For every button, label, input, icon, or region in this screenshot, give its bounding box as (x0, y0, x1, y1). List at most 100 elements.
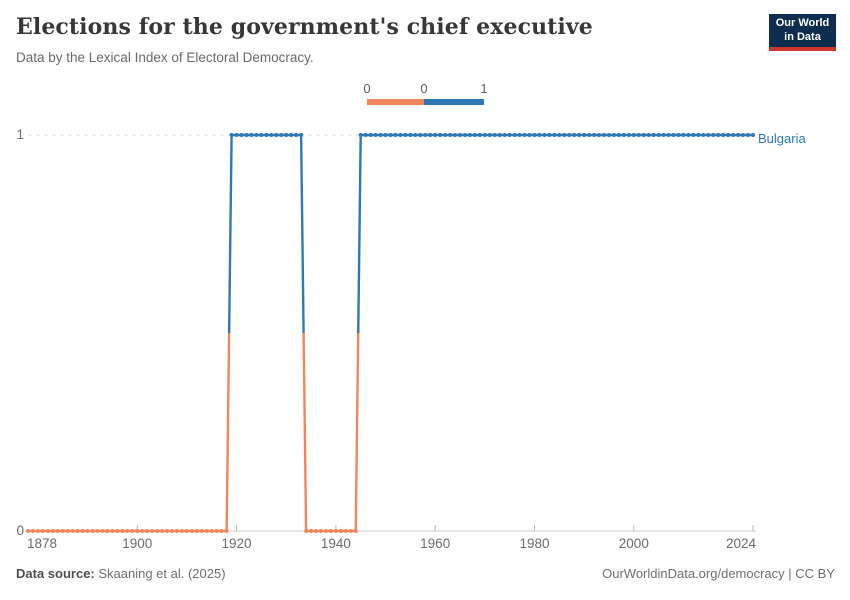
data-point[interactable] (35, 529, 40, 533)
data-point[interactable] (438, 133, 443, 137)
data-point[interactable] (572, 133, 577, 137)
data-point[interactable] (711, 133, 716, 137)
data-point[interactable] (383, 133, 388, 137)
data-point[interactable] (462, 133, 467, 137)
data-point[interactable] (428, 133, 433, 137)
data-point[interactable] (90, 529, 95, 533)
data-point[interactable] (254, 133, 259, 137)
data-point[interactable] (408, 133, 413, 137)
data-point[interactable] (477, 133, 482, 137)
data-point[interactable] (145, 529, 150, 533)
data-point[interactable] (100, 529, 105, 533)
data-point[interactable] (482, 133, 487, 137)
data-point[interactable] (274, 133, 279, 137)
data-point[interactable] (517, 133, 522, 137)
data-point[interactable] (165, 529, 170, 533)
data-point[interactable] (209, 529, 214, 533)
data-point[interactable] (398, 133, 403, 137)
data-point[interactable] (279, 133, 284, 137)
data-point[interactable] (577, 133, 582, 137)
data-point[interactable] (160, 529, 165, 533)
data-point[interactable] (433, 133, 438, 137)
data-point[interactable] (348, 529, 353, 533)
data-point[interactable] (363, 133, 368, 137)
data-point[interactable] (199, 529, 204, 533)
series-label-bulgaria[interactable]: Bulgaria (758, 131, 806, 146)
data-point[interactable] (378, 133, 383, 137)
data-point[interactable] (751, 133, 755, 137)
data-point[interactable] (492, 133, 497, 137)
data-point[interactable] (234, 133, 239, 137)
data-point[interactable] (189, 529, 194, 533)
data-point[interactable] (403, 133, 408, 137)
data-point[interactable] (304, 529, 309, 533)
data-point[interactable] (557, 133, 562, 137)
data-point[interactable] (130, 529, 135, 533)
data-point[interactable] (229, 133, 234, 137)
data-point[interactable] (731, 133, 736, 137)
data-point[interactable] (75, 529, 80, 533)
data-point[interactable] (542, 133, 547, 137)
data-point[interactable] (85, 529, 90, 533)
data-point[interactable] (26, 529, 30, 533)
data-point[interactable] (393, 133, 398, 137)
data-point[interactable] (289, 133, 294, 137)
data-point[interactable] (219, 529, 224, 533)
data-point[interactable] (259, 133, 264, 137)
data-point[interactable] (95, 529, 100, 533)
data-point[interactable] (110, 529, 115, 533)
data-point[interactable] (646, 133, 651, 137)
data-point[interactable] (706, 133, 711, 137)
data-point[interactable] (413, 133, 418, 137)
data-point[interactable] (597, 133, 602, 137)
data-point[interactable] (115, 529, 120, 533)
data-point[interactable] (636, 133, 641, 137)
data-point[interactable] (472, 133, 477, 137)
data-point[interactable] (333, 529, 338, 533)
data-point[interactable] (527, 133, 532, 137)
data-point[interactable] (194, 529, 199, 533)
data-point[interactable] (150, 529, 155, 533)
data-point[interactable] (686, 133, 691, 137)
data-point[interactable] (661, 133, 666, 137)
data-point[interactable] (155, 529, 160, 533)
data-point[interactable] (746, 133, 751, 137)
legend-swatch-value-1[interactable] (424, 99, 484, 105)
data-point[interactable] (736, 133, 741, 137)
data-point[interactable] (170, 529, 175, 533)
data-point[interactable] (631, 133, 636, 137)
data-point[interactable] (726, 133, 731, 137)
data-point[interactable] (269, 133, 274, 137)
data-point[interactable] (547, 133, 552, 137)
data-point[interactable] (716, 133, 721, 137)
data-point[interactable] (50, 529, 55, 533)
data-point[interactable] (140, 529, 145, 533)
data-point[interactable] (343, 529, 348, 533)
data-point[interactable] (314, 529, 319, 533)
data-point[interactable] (507, 133, 512, 137)
data-point[interactable] (358, 133, 363, 137)
data-point[interactable] (587, 133, 592, 137)
data-point[interactable] (239, 133, 244, 137)
data-point[interactable] (224, 529, 229, 533)
data-point[interactable] (294, 133, 299, 137)
data-point[interactable] (532, 133, 537, 137)
data-point[interactable] (60, 529, 65, 533)
data-point[interactable] (741, 133, 746, 137)
data-point[interactable] (592, 133, 597, 137)
data-point[interactable] (284, 133, 289, 137)
data-point[interactable] (70, 529, 75, 533)
data-point[interactable] (135, 529, 140, 533)
data-point[interactable] (368, 133, 373, 137)
data-point[interactable] (567, 133, 572, 137)
data-point[interactable] (264, 133, 269, 137)
data-point[interactable] (671, 133, 676, 137)
data-point[interactable] (45, 529, 50, 533)
data-point[interactable] (338, 529, 343, 533)
data-point[interactable] (611, 133, 616, 137)
data-point[interactable] (179, 529, 184, 533)
data-point[interactable] (651, 133, 656, 137)
data-point[interactable] (30, 529, 35, 533)
data-point[interactable] (582, 133, 587, 137)
owid-logo[interactable]: Our World in Data (769, 14, 836, 51)
